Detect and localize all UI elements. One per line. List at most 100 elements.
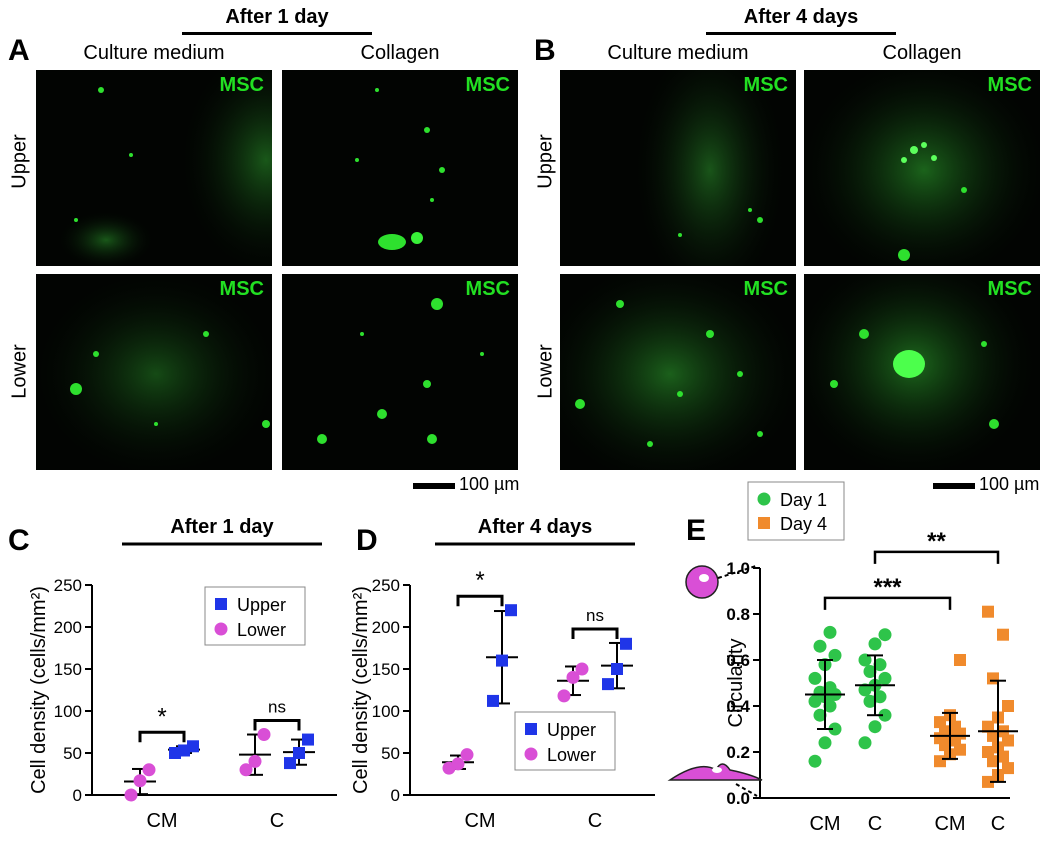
data-point — [124, 788, 138, 802]
micrograph-a-col-upper: MSC — [282, 70, 518, 266]
data-point — [949, 720, 961, 733]
data-point — [823, 625, 837, 639]
y-axis-label: Cell density (cells/mm²) — [28, 586, 50, 794]
legend-label-day4: Day 4 — [780, 514, 827, 534]
micrograph-tag: MSC — [465, 278, 510, 300]
micrograph-a-cm-lower: MSC — [36, 274, 272, 470]
significance-bracket — [138, 730, 186, 743]
micrograph-tag: MSC — [465, 74, 510, 96]
significance-label: *** — [873, 574, 902, 601]
y-tick-label: 100 — [54, 702, 82, 721]
round-cell-icon — [685, 565, 719, 599]
y-tick-label: 50 — [381, 744, 400, 763]
legend-marker-upper — [215, 598, 227, 610]
micrograph-tag: MSC — [219, 74, 264, 96]
data-point — [873, 690, 887, 704]
data-point — [566, 670, 580, 684]
legend-marker-lower — [214, 622, 228, 636]
data-point — [602, 678, 614, 691]
data-point — [487, 694, 499, 707]
x-tick-label: C — [588, 810, 602, 832]
y-tick-label: 0.4 — [726, 697, 750, 716]
data-point — [460, 748, 474, 762]
micrograph-b-col-lower: MSC — [804, 274, 1040, 470]
significance-label: ns — [268, 698, 286, 717]
data-point — [954, 743, 966, 756]
data-point — [284, 757, 296, 770]
scale-bar-a — [413, 483, 455, 489]
data-point — [997, 750, 1009, 763]
micrograph-a-col-lower: MSC — [282, 274, 518, 470]
panel-b-row-lower: Lower — [534, 344, 557, 399]
legend-label-day1: Day 1 — [780, 490, 827, 510]
data-point — [818, 736, 832, 750]
data-point — [1002, 734, 1014, 747]
y-tick-label: 0.2 — [726, 743, 750, 762]
y-tick-label: 100 — [372, 702, 400, 721]
micrograph-tag: MSC — [987, 278, 1032, 300]
data-point — [863, 665, 877, 678]
data-point — [557, 689, 571, 703]
x-tick-label: CM — [809, 813, 840, 835]
significance-bracket — [823, 596, 952, 610]
data-point — [878, 708, 892, 722]
data-point — [133, 774, 147, 788]
data-point — [257, 728, 271, 742]
significance-label: * — [475, 567, 484, 594]
data-point — [1002, 700, 1014, 712]
data-point — [496, 654, 508, 667]
data-point — [954, 654, 966, 666]
data-point — [982, 605, 994, 618]
y-tick-label: 50 — [63, 744, 82, 763]
data-point — [858, 736, 872, 750]
legend-box — [747, 481, 845, 541]
data-point — [858, 683, 872, 697]
data-point — [505, 604, 517, 617]
y-tick-label: 200 — [54, 618, 82, 637]
data-point — [808, 754, 822, 768]
data-point — [293, 747, 305, 759]
data-point — [239, 763, 253, 777]
significance-bracket — [456, 594, 504, 607]
y-tick-label: 150 — [372, 660, 400, 679]
micrograph-b-col-upper: MSC — [804, 70, 1040, 266]
y-tick-label: 0 — [73, 786, 82, 805]
data-point — [873, 658, 887, 672]
data-point — [1002, 762, 1014, 775]
data-point — [997, 628, 1009, 641]
data-point — [868, 720, 882, 734]
significance-label: ns — [586, 606, 604, 625]
panel-a-row-upper: Upper — [8, 134, 31, 189]
x-tick-label: C — [868, 813, 882, 835]
legend-marker-upper — [525, 723, 537, 735]
y-tick-label: 0 — [391, 786, 400, 805]
panel-b-letter: B — [534, 34, 556, 67]
panel-b-row-upper: Upper — [534, 134, 557, 189]
scale-label-a: 100 µm — [459, 474, 520, 494]
panel-b-col2: Collagen — [882, 42, 962, 64]
legend-marker-lower — [524, 747, 538, 761]
data-point — [611, 663, 623, 675]
data-point — [142, 763, 156, 777]
data-point — [987, 729, 999, 742]
panel-b-col1: Culture medium — [607, 42, 749, 64]
round-cell-nucleus — [699, 574, 709, 582]
data-point — [302, 733, 314, 746]
significance-label: * — [157, 703, 166, 730]
data-point — [982, 746, 994, 758]
data-point — [813, 708, 827, 722]
legend-label-lower: Lower — [237, 620, 286, 640]
micrograph-tag: MSC — [987, 74, 1032, 96]
panel-a-col2: Collagen — [360, 42, 440, 64]
data-point — [451, 757, 465, 771]
data-point — [982, 720, 994, 733]
data-point — [982, 775, 994, 788]
data-point — [863, 694, 877, 708]
panel-b-header: After 4 days — [743, 6, 859, 28]
data-point — [828, 722, 842, 736]
significance-bracket — [571, 627, 619, 639]
x-tick-label: CM — [146, 810, 177, 832]
